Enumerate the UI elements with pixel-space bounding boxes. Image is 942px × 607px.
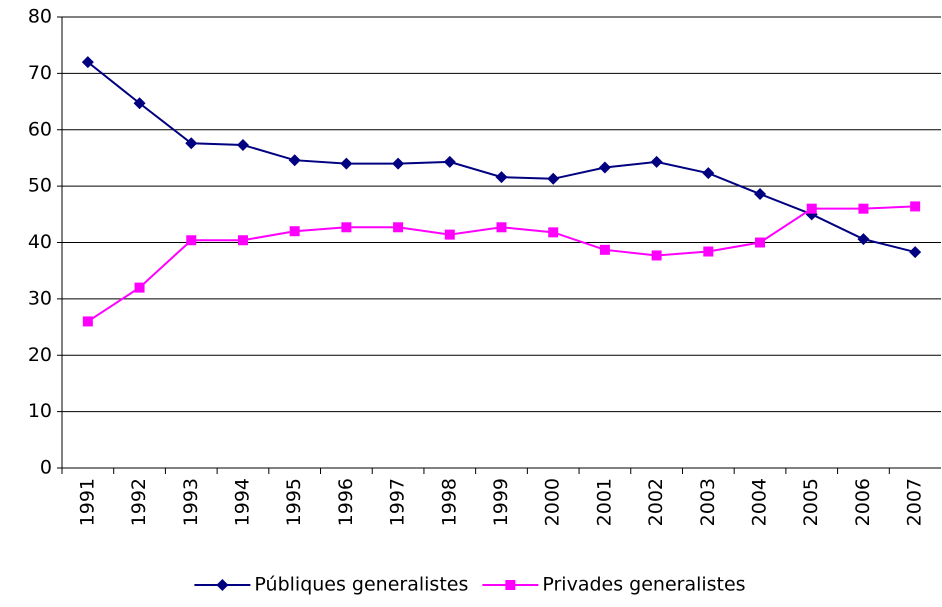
data-point — [598, 161, 611, 174]
data-point — [393, 222, 404, 233]
x-tick-label: 2001 — [593, 478, 615, 526]
x-tick-label: 2007 — [904, 478, 926, 526]
data-point — [599, 244, 610, 255]
data-point — [651, 250, 662, 261]
data-point — [495, 171, 508, 184]
data-point — [650, 155, 663, 168]
y-tick-label: 40 — [28, 231, 52, 253]
data-point — [443, 155, 456, 168]
x-tick-label: 1996 — [335, 478, 357, 526]
data-point — [703, 246, 714, 257]
x-tick-label: 2003 — [697, 478, 719, 526]
x-tick-label: 1995 — [283, 478, 305, 526]
y-tick-label: 80 — [28, 6, 52, 28]
data-point — [702, 167, 715, 180]
data-point — [186, 235, 197, 246]
data-point — [909, 246, 922, 259]
legend-marker — [216, 579, 229, 591]
legend-label: Públiques generalistes — [254, 574, 468, 596]
y-tick-label: 20 — [28, 344, 52, 366]
data-point — [547, 172, 560, 185]
x-tick-label: 2005 — [800, 478, 822, 526]
data-point — [185, 137, 198, 150]
data-point — [288, 154, 301, 167]
y-tick-label: 60 — [28, 118, 52, 140]
x-tick-label: 1999 — [490, 478, 512, 526]
x-tick-label: 1998 — [438, 478, 460, 526]
data-point — [910, 201, 921, 212]
data-point — [133, 97, 146, 110]
y-tick-label: 50 — [28, 175, 52, 197]
data-point — [858, 203, 869, 214]
data-point — [289, 226, 300, 237]
data-point — [806, 203, 817, 214]
data-point — [134, 282, 145, 293]
data-point — [548, 227, 559, 238]
x-tick-label: 1997 — [387, 478, 409, 526]
data-point — [857, 233, 870, 246]
data-point — [81, 56, 94, 69]
x-tick-label: 1992 — [128, 478, 150, 526]
data-point — [82, 316, 93, 327]
data-point — [444, 229, 455, 240]
data-point — [496, 222, 507, 233]
y-tick-label: 70 — [28, 62, 52, 84]
x-tick-label: 2006 — [852, 478, 874, 526]
legend-label: Privades generalistes — [542, 574, 745, 596]
x-tick-label: 2004 — [749, 478, 771, 526]
x-tick-label: 1991 — [76, 478, 98, 526]
x-tick-label: 2002 — [645, 478, 667, 526]
x-tick-label: 2000 — [542, 478, 564, 526]
data-point — [392, 157, 405, 170]
data-point — [340, 157, 353, 170]
y-tick-label: 10 — [28, 400, 52, 422]
data-point — [341, 222, 352, 233]
x-tick-label: 1993 — [180, 478, 202, 526]
legend-marker — [505, 580, 516, 590]
y-tick-label: 0 — [40, 457, 52, 479]
data-point — [754, 188, 767, 201]
data-point — [755, 237, 766, 248]
x-tick-label: 1994 — [231, 478, 253, 526]
data-point — [236, 138, 249, 151]
data-point — [237, 235, 248, 246]
y-tick-label: 30 — [28, 287, 52, 309]
